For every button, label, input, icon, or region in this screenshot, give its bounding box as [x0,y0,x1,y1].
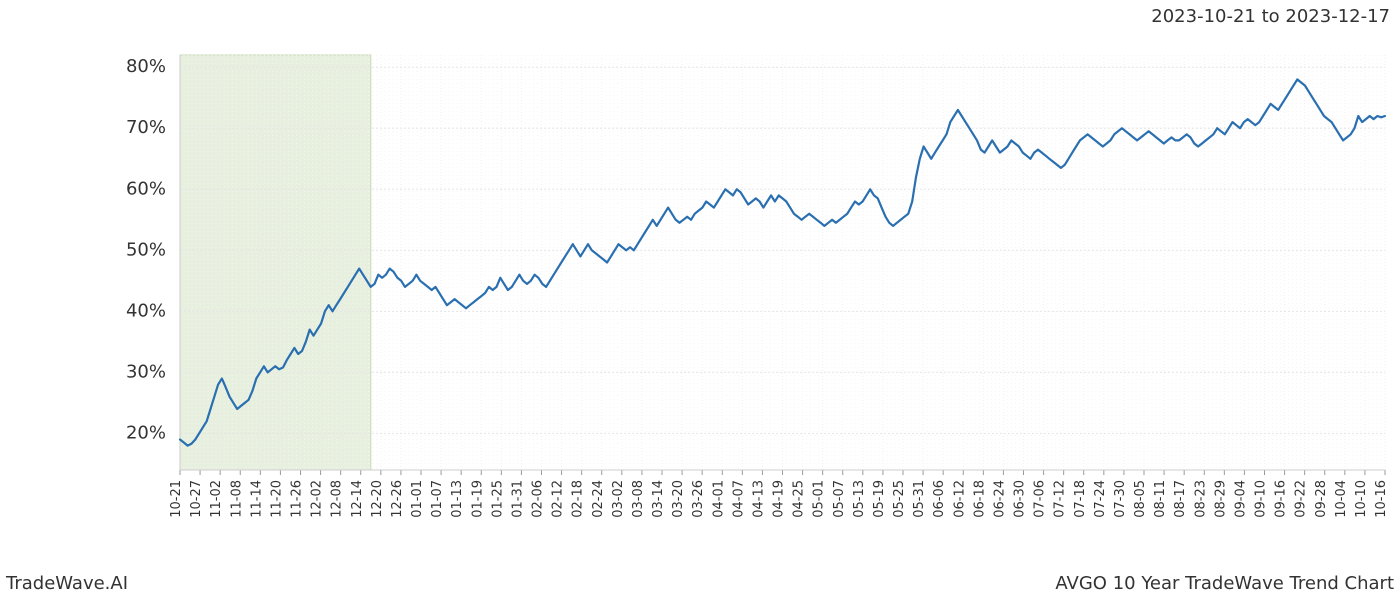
svg-text:02-18: 02-18 [571,480,586,518]
svg-text:12-14: 12-14 [350,480,365,518]
brand-label: TradeWave.AI [6,573,128,594]
svg-text:05-31: 05-31 [912,480,927,518]
svg-text:12-20: 12-20 [370,480,385,518]
svg-text:07-30: 07-30 [1113,480,1128,518]
svg-text:10-27: 10-27 [189,480,204,518]
svg-text:08-23: 08-23 [1193,480,1208,518]
svg-text:01-01: 01-01 [410,480,425,518]
svg-text:05-07: 05-07 [832,480,847,518]
svg-text:03-26: 03-26 [691,480,706,518]
svg-text:04-19: 04-19 [772,480,787,518]
svg-text:04-13: 04-13 [751,480,766,518]
svg-text:10-21: 10-21 [169,480,184,518]
svg-text:01-07: 01-07 [430,480,445,518]
chart-title: AVGO 10 Year TradeWave Trend Chart [1055,573,1394,594]
svg-text:02-12: 02-12 [551,480,566,518]
svg-text:08-11: 08-11 [1153,480,1168,518]
svg-text:20%: 20% [126,422,166,443]
svg-text:06-24: 06-24 [992,480,1007,518]
svg-text:06-30: 06-30 [1013,480,1028,518]
svg-text:11-20: 11-20 [269,480,284,518]
svg-text:01-31: 01-31 [510,480,525,518]
svg-text:12-08: 12-08 [330,480,345,518]
svg-text:02-06: 02-06 [531,480,546,518]
svg-text:60%: 60% [126,178,166,199]
svg-text:09-22: 09-22 [1294,480,1309,518]
trend-chart: 20% 30% 40% 50% 60% 70% 80% 10-21 10-27 11-02 11-0… [0,0,1400,600]
svg-text:05-01: 05-01 [812,480,827,518]
svg-text:10-04: 10-04 [1334,480,1349,518]
svg-text:07-06: 07-06 [1033,480,1048,518]
svg-text:05-25: 05-25 [892,480,907,518]
svg-text:01-19: 01-19 [470,480,485,518]
svg-text:04-25: 04-25 [792,480,807,518]
chart-container: 2023-10-21 to 2023-12-17 TradeWave.AI AV… [0,0,1400,600]
svg-text:11-14: 11-14 [249,480,264,518]
svg-text:08-05: 08-05 [1133,480,1148,518]
svg-text:07-18: 07-18 [1073,480,1088,518]
svg-text:12-26: 12-26 [390,480,405,518]
svg-text:01-25: 01-25 [490,480,505,518]
svg-text:30%: 30% [126,361,166,382]
svg-text:06-06: 06-06 [932,480,947,518]
svg-text:11-08: 11-08 [229,480,244,518]
svg-text:10-16: 10-16 [1374,480,1389,518]
svg-text:07-24: 07-24 [1093,480,1108,518]
svg-text:40%: 40% [126,300,166,321]
svg-text:05-13: 05-13 [852,480,867,518]
date-range-label: 2023-10-21 to 2023-12-17 [1151,6,1390,27]
svg-text:09-04: 09-04 [1233,480,1248,518]
svg-text:05-19: 05-19 [872,480,887,518]
svg-text:50%: 50% [126,239,166,260]
svg-text:11-02: 11-02 [209,480,224,518]
svg-text:06-12: 06-12 [952,480,967,518]
svg-text:09-28: 09-28 [1314,480,1329,518]
svg-text:70%: 70% [126,117,166,138]
svg-text:01-13: 01-13 [450,480,465,518]
svg-text:03-14: 03-14 [651,480,666,518]
svg-text:08-29: 08-29 [1213,480,1228,518]
svg-text:03-08: 03-08 [631,480,646,518]
svg-text:11-26: 11-26 [290,480,305,518]
svg-text:03-20: 03-20 [671,480,686,518]
svg-text:80%: 80% [126,56,166,77]
svg-text:09-16: 09-16 [1274,480,1289,518]
svg-text:10-10: 10-10 [1354,480,1369,518]
svg-text:06-18: 06-18 [972,480,987,518]
svg-text:03-02: 03-02 [611,480,626,518]
svg-text:07-12: 07-12 [1053,480,1068,518]
svg-text:12-02: 12-02 [310,480,325,518]
svg-text:04-07: 04-07 [731,480,746,518]
svg-text:02-24: 02-24 [591,480,606,518]
svg-text:09-10: 09-10 [1254,480,1269,518]
svg-text:08-17: 08-17 [1173,480,1188,518]
svg-text:04-01: 04-01 [711,480,726,518]
